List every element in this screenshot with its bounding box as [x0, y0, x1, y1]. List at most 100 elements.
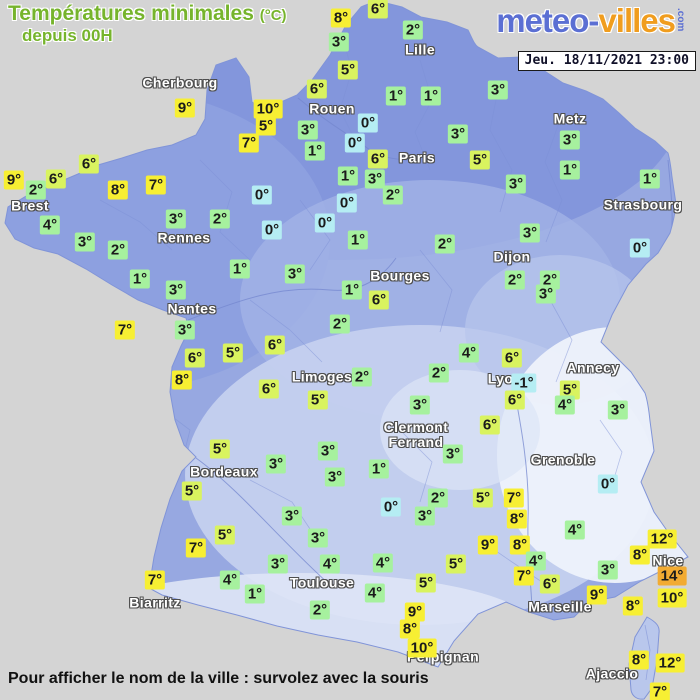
temp-label[interactable]: 12°: [647, 529, 677, 549]
temp-label[interactable]: 6°: [78, 154, 100, 174]
temp-label[interactable]: 8°: [171, 370, 193, 390]
temp-label[interactable]: 3°: [165, 209, 187, 229]
temp-label[interactable]: 5°: [181, 481, 203, 501]
temp-label[interactable]: 5°: [337, 60, 359, 80]
temp-label[interactable]: 9°: [174, 98, 196, 118]
temp-label[interactable]: 3°: [281, 506, 303, 526]
temp-label[interactable]: 8°: [629, 545, 651, 565]
temp-label[interactable]: 2°: [402, 20, 424, 40]
temp-label[interactable]: 3°: [328, 32, 350, 52]
temp-label[interactable]: 2°: [25, 180, 47, 200]
temp-label[interactable]: 3°: [364, 169, 386, 189]
temp-label[interactable]: 0°: [629, 238, 651, 258]
temp-label[interactable]: 4°: [458, 343, 480, 363]
temp-label[interactable]: 7°: [238, 133, 260, 153]
temp-label[interactable]: 4°: [525, 551, 547, 571]
temp-label[interactable]: 4°: [372, 553, 394, 573]
temp-label[interactable]: 3°: [267, 554, 289, 574]
temp-label[interactable]: 8°: [628, 650, 650, 670]
temp-label[interactable]: 0°: [357, 113, 379, 133]
temp-label[interactable]: 7°: [649, 682, 671, 700]
temp-label[interactable]: 2°: [434, 234, 456, 254]
temp-label[interactable]: 5°: [222, 343, 244, 363]
temp-label[interactable]: 3°: [519, 223, 541, 243]
temp-label[interactable]: 1°: [368, 459, 390, 479]
temp-label[interactable]: 2°: [309, 600, 331, 620]
temp-label[interactable]: 3°: [265, 454, 287, 474]
temp-label[interactable]: 10°: [407, 638, 437, 658]
temp-label[interactable]: 4°: [564, 520, 586, 540]
meteo-villes-logo[interactable]: meteo-villes .com: [496, 2, 686, 40]
temp-label[interactable]: 2°: [382, 185, 404, 205]
temp-label[interactable]: 6°: [45, 169, 67, 189]
temp-label[interactable]: 4°: [319, 554, 341, 574]
temp-label[interactable]: 14°: [657, 566, 687, 586]
temp-label[interactable]: 3°: [559, 130, 581, 150]
temp-label[interactable]: 3°: [597, 560, 619, 580]
temp-label[interactable]: 5°: [472, 488, 494, 508]
temp-label[interactable]: 9°: [404, 602, 426, 622]
temp-label[interactable]: 1°: [129, 269, 151, 289]
temp-label[interactable]: 0°: [597, 474, 619, 494]
temp-label[interactable]: 6°: [367, 0, 389, 19]
temp-label[interactable]: 6°: [264, 335, 286, 355]
temp-label[interactable]: 2°: [107, 240, 129, 260]
temp-label[interactable]: 8°: [107, 180, 129, 200]
temp-label[interactable]: 0°: [261, 220, 283, 240]
temp-label[interactable]: 1°: [420, 86, 442, 106]
temp-label[interactable]: 1°: [559, 160, 581, 180]
temp-label[interactable]: 2°: [351, 367, 373, 387]
temp-label[interactable]: 7°: [114, 320, 136, 340]
temp-label[interactable]: 0°: [314, 213, 336, 233]
temp-label[interactable]: 8°: [509, 535, 531, 555]
temp-label[interactable]: 7°: [513, 566, 535, 586]
temp-label[interactable]: 5°: [214, 525, 236, 545]
temp-label[interactable]: 10°: [253, 99, 283, 119]
temp-label[interactable]: 7°: [503, 488, 525, 508]
temp-label[interactable]: 5°: [255, 116, 277, 136]
temp-label[interactable]: 1°: [341, 280, 363, 300]
temp-label[interactable]: 3°: [74, 232, 96, 252]
temp-label[interactable]: -1°: [511, 373, 537, 393]
temp-label[interactable]: 3°: [447, 124, 469, 144]
temp-label[interactable]: 5°: [307, 390, 329, 410]
temp-label[interactable]: 5°: [469, 150, 491, 170]
temp-label[interactable]: 6°: [184, 348, 206, 368]
temp-label[interactable]: 4°: [364, 583, 386, 603]
temp-label[interactable]: 3°: [414, 506, 436, 526]
temp-label[interactable]: 6°: [368, 290, 390, 310]
temp-label[interactable]: 3°: [535, 284, 557, 304]
temp-label[interactable]: 4°: [554, 395, 576, 415]
temp-label[interactable]: 9°: [586, 585, 608, 605]
temp-label[interactable]: 1°: [244, 584, 266, 604]
temp-label[interactable]: 1°: [347, 230, 369, 250]
temp-label[interactable]: 6°: [367, 149, 389, 169]
temp-label[interactable]: 8°: [622, 596, 644, 616]
temp-label[interactable]: 3°: [284, 264, 306, 284]
temp-label[interactable]: 1°: [337, 166, 359, 186]
temp-label[interactable]: 10°: [657, 588, 687, 608]
temp-label[interactable]: 6°: [306, 79, 328, 99]
temp-label[interactable]: 4°: [39, 215, 61, 235]
temp-label[interactable]: 3°: [324, 467, 346, 487]
temp-label[interactable]: 8°: [330, 8, 352, 28]
temp-label[interactable]: 4°: [219, 570, 241, 590]
temp-label[interactable]: 6°: [539, 574, 561, 594]
temp-label[interactable]: 2°: [427, 488, 449, 508]
temp-label[interactable]: 1°: [385, 86, 407, 106]
temp-label[interactable]: 2°: [428, 363, 450, 383]
temp-label[interactable]: 1°: [639, 169, 661, 189]
temp-label[interactable]: 3°: [487, 80, 509, 100]
temp-label[interactable]: 0°: [380, 497, 402, 517]
temp-label[interactable]: 3°: [505, 174, 527, 194]
temp-label[interactable]: 6°: [258, 379, 280, 399]
temp-label[interactable]: 7°: [145, 175, 167, 195]
temp-label[interactable]: 2°: [329, 314, 351, 334]
temp-label[interactable]: 6°: [504, 390, 526, 410]
temp-label[interactable]: 1°: [304, 141, 326, 161]
temp-label[interactable]: 3°: [607, 400, 629, 420]
temp-label[interactable]: 2°: [209, 209, 231, 229]
temp-label[interactable]: 3°: [307, 528, 329, 548]
temp-label[interactable]: 9°: [477, 535, 499, 555]
temp-label[interactable]: 0°: [336, 193, 358, 213]
